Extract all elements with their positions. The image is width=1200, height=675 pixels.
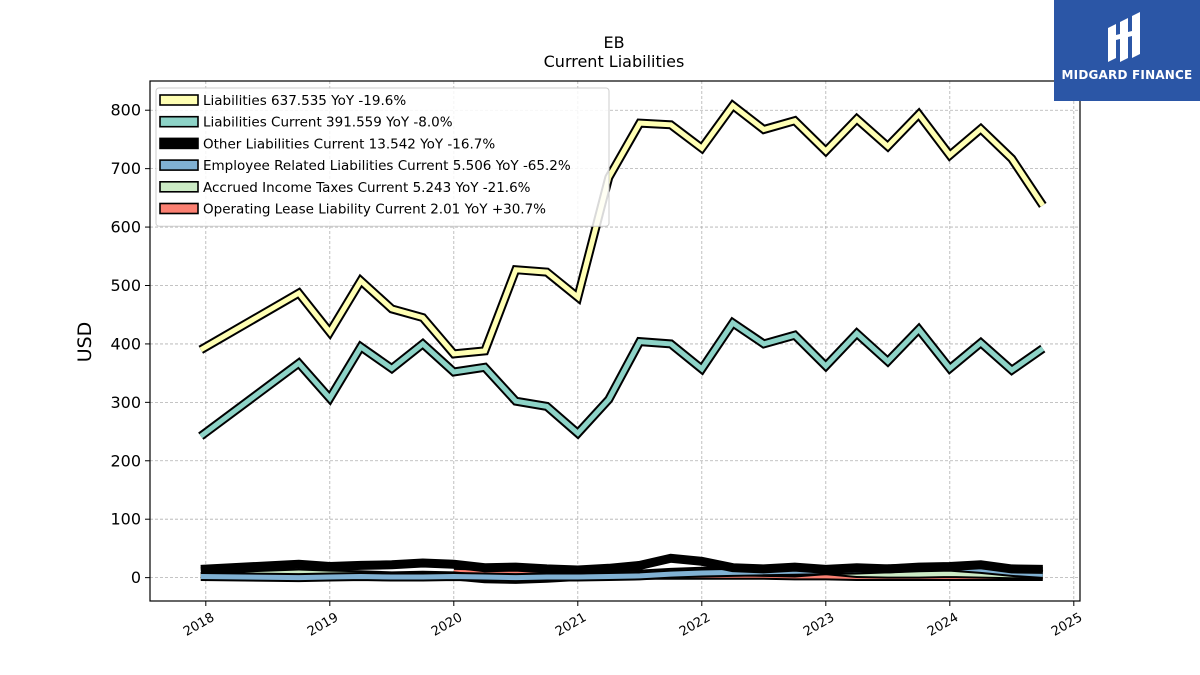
series-liabilities-line: [199, 101, 1045, 357]
legend-label-employee-related-liabilities-current: Employee Related Liabilities Current 5.5…: [203, 158, 571, 174]
legend-label-operating-lease-liability-current: Operating Lease Liability Current 2.01 Y…: [203, 202, 546, 218]
legend-label-other-liabilities-current: Other Liabilities Current 13.542 YoY -16…: [203, 136, 495, 152]
x-tick-label: 2018: [181, 610, 217, 640]
x-tick-label: 2025: [1049, 610, 1085, 640]
x-tick-label: 2023: [801, 610, 837, 640]
y-tick-label: 200: [110, 451, 141, 470]
y-tick-label: 300: [110, 393, 141, 412]
brand-logo: MIDGARD FINANCE: [1054, 0, 1200, 101]
legend-label-accrued-income-taxes-current: Accrued Income Taxes Current 5.243 YoY -…: [203, 180, 531, 196]
y-tick-label: 600: [110, 218, 141, 237]
x-tick-label: 2024: [925, 610, 961, 640]
y-axis-label: USD: [74, 322, 96, 363]
y-tick-label: 0: [131, 568, 141, 587]
y-tick-label: 500: [110, 276, 141, 295]
logo-text: MIDGARD FINANCE: [1061, 68, 1193, 82]
series-liabilities-current-line: [199, 319, 1045, 439]
series-other-liabilities-current: [200, 553, 1043, 575]
x-tick-label: 2019: [305, 610, 341, 640]
series-layer: [198, 99, 1047, 584]
legend: Liabilities 637.535 YoY -19.6% Liabilitie…: [155, 87, 610, 227]
legend-label-liabilities-current: Liabilities Current 391.559 YoY -8.0%: [203, 115, 453, 131]
series-liabilities: [198, 99, 1047, 359]
legend-box: [155, 87, 610, 227]
legend-swatch-operating-lease-liability-current: [159, 202, 199, 215]
y-tick-label: 400: [110, 334, 141, 353]
legend-swatch-liabilities-current: [159, 115, 199, 128]
x-tick-label: 2022: [677, 610, 713, 640]
legend-swatch-other-liabilities-current: [159, 137, 199, 150]
legend-swatch-liabilities: [159, 94, 199, 106]
series-other-liabilities-current-line: [200, 555, 1043, 573]
legend-swatch-employee-related-liabilities-current: [159, 159, 199, 171]
series-liabilities-current: [198, 316, 1046, 440]
x-tick-label: 2020: [429, 610, 465, 640]
plot-frame: [149, 80, 1081, 602]
x-tick-label: 2021: [553, 610, 589, 640]
midgard-logo-icon: [1108, 12, 1140, 62]
y-tick-label: 800: [110, 101, 141, 120]
legend-label-liabilities: Liabilities 637.535 YoY -19.6%: [203, 93, 406, 109]
chart-subtitle: Current Liabilities: [544, 52, 685, 71]
y-tick-label: 700: [110, 159, 141, 178]
legend-swatch-accrued-income-taxes-current: [159, 181, 199, 193]
y-tick-label: 100: [110, 510, 141, 529]
chart-title: EB: [603, 33, 624, 52]
